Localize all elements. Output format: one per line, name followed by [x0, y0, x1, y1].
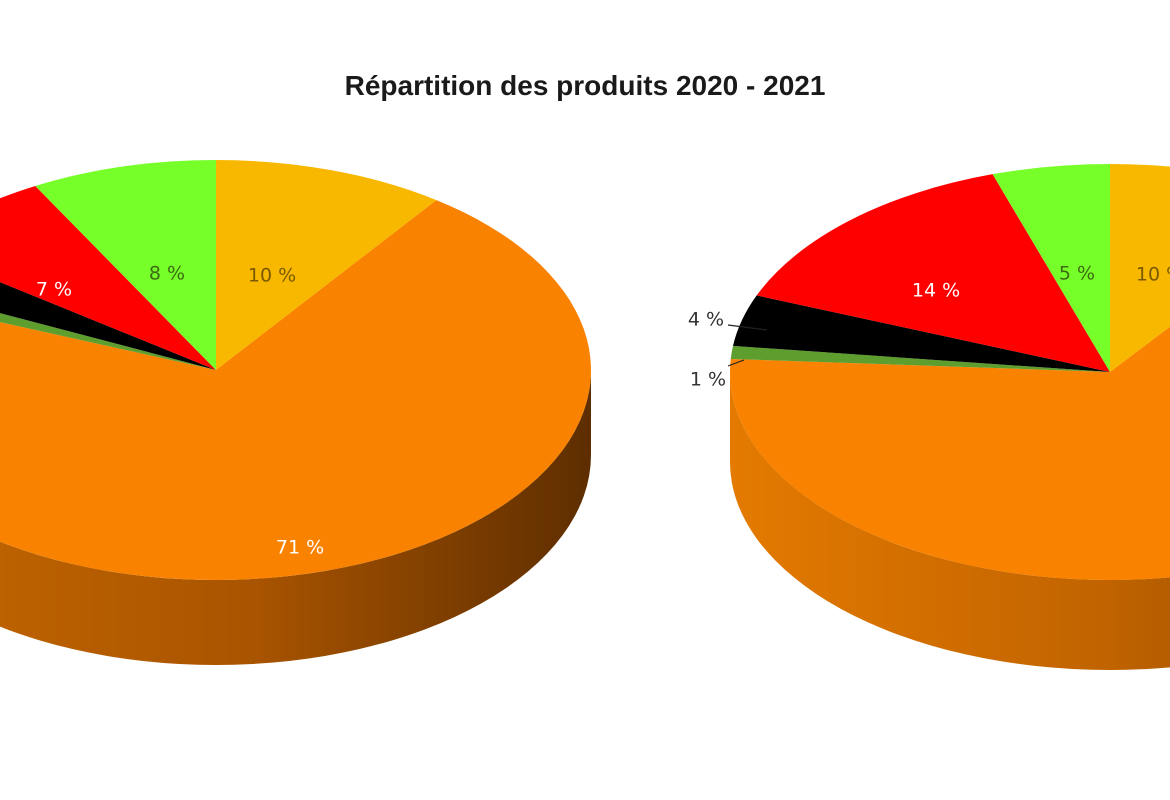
- pie-1-side-wall: [730, 372, 1170, 670]
- pie-1-slice-3: [732, 295, 1110, 372]
- pie-1-slice-3-label: 4 %: [688, 309, 724, 331]
- pie-0-slice-1: [0, 200, 592, 580]
- pie-0-slice-4-label: 7 %: [36, 279, 72, 301]
- pie-0-slice-1-label: 71 %: [276, 537, 324, 559]
- pie-chart-left: 10 % 71 % 7 % 8 %: [0, 160, 592, 665]
- pie-1-slice-0-label: 10 %: [1136, 264, 1170, 286]
- pie-0-slice-0: [216, 160, 437, 370]
- pie-0-slice-0-label: 10 %: [248, 265, 296, 287]
- pie-1-leader-line-0: [727, 359, 745, 367]
- pie-1-slice-4-label: 14 %: [912, 280, 960, 302]
- pie-0-side-wall: [0, 370, 591, 665]
- pie-1-slice-5-label: 5 %: [1059, 263, 1095, 285]
- pie-0-slice-5: [35, 160, 216, 370]
- pie-1-slice-0: [1110, 164, 1170, 372]
- pie-1-leader-line-1: [727, 324, 768, 331]
- pie-0-slice-5-label: 8 %: [149, 263, 185, 285]
- pie-1-slice-2: [730, 345, 1110, 372]
- chart-title: Répartition des produits 2020 - 2021: [344, 70, 826, 101]
- pie-1-slice-4: [756, 174, 1110, 372]
- pie-chart-right: 10 % 1 % 4 % 14 % 5 %: [688, 164, 1170, 670]
- pie-1-slice-1: [730, 326, 1170, 580]
- pie-1-slice-5: [992, 164, 1110, 372]
- pie-0-slice-4: [0, 185, 216, 370]
- pie-1-slice-2-label: 1 %: [690, 369, 726, 391]
